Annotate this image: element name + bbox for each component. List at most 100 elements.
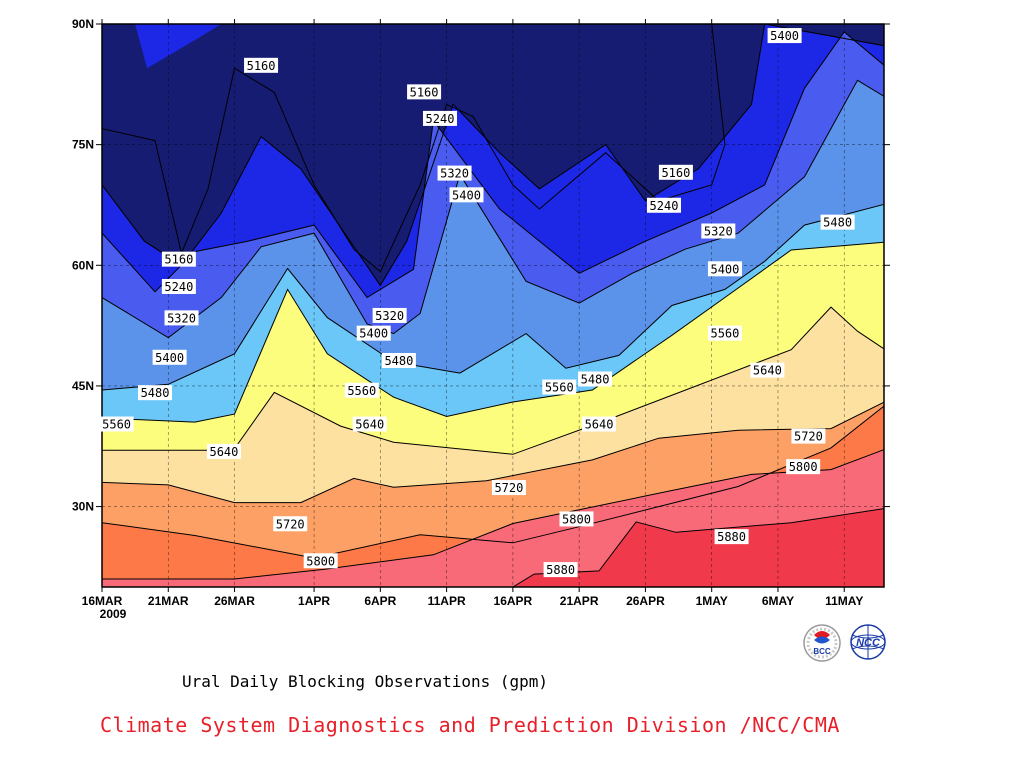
contour-label-5560: 5560 (99, 416, 134, 432)
contour-label-5480: 5480 (820, 214, 855, 230)
contour-label-text: 5320 (167, 311, 196, 325)
contour-label-5480: 5480 (578, 371, 613, 387)
contour-label-bg (356, 325, 391, 341)
contour-label-bg (422, 110, 457, 126)
contour-label-bg (99, 416, 134, 432)
contour-label-5240: 5240 (161, 279, 196, 295)
y-tick-label-90N: 90N (72, 17, 94, 31)
contour-label-5720: 5720 (273, 516, 308, 532)
contour-label-text: 5480 (581, 372, 610, 386)
contour-label-5560: 5560 (344, 382, 379, 398)
contour-label-bg (161, 279, 196, 295)
contour-label-text: 5560 (710, 327, 739, 341)
contour-labels: 5160 5160 5160 5160 5240 5240 5240 5320 5320 5320… (99, 28, 855, 578)
contour-label-text: 5720 (494, 481, 523, 495)
contour-label-text: 5400 (452, 188, 481, 202)
contour-label-text: 5240 (650, 199, 679, 213)
contour-label-bg (791, 428, 826, 444)
y-tick-label-30N: 30N (72, 500, 94, 514)
contour-label-bg (206, 443, 241, 459)
contour-label-text: 5400 (770, 29, 799, 43)
contour-line-5720 (102, 405, 884, 559)
ncc-logo: NCC (850, 624, 886, 660)
band-above-5880 (512, 508, 884, 587)
contour-label-5560: 5560 (542, 379, 577, 395)
contour-label-bg (437, 165, 472, 181)
contour-chart: 16MAR 21MAR 26MAR 1APR 6APR 11APR 16APR 21APR 26… (72, 17, 890, 621)
x-tick-label-3: 1APR (298, 594, 330, 608)
contour-label-text: 5800 (789, 460, 818, 474)
contour-label-5320: 5320 (372, 307, 407, 323)
contour-label-5800: 5800 (559, 511, 594, 527)
contour-label-text: 5720 (276, 517, 305, 531)
contour-label-text: 5640 (209, 445, 238, 459)
axis-ticks: 16MAR 21MAR 26MAR 1APR 6APR 11APR 16APR 21APR 26… (72, 17, 890, 621)
x-tick-label-4: 6APR (364, 594, 396, 608)
contour-label-5400: 5400 (356, 325, 391, 341)
plot-frame (101, 23, 885, 588)
contour-label-bg (344, 382, 379, 398)
contour-label-bg (161, 251, 196, 267)
contour-label-text: 5800 (306, 554, 335, 568)
contour-label-5560: 5560 (707, 325, 742, 341)
contour-label-5720: 5720 (791, 428, 826, 444)
contour-label-bg (714, 529, 749, 545)
contour-label-text: 5720 (794, 430, 823, 444)
contour-label-5800: 5800 (786, 459, 821, 475)
contour-label-5640: 5640 (352, 416, 387, 432)
contour-label-bg (303, 553, 338, 569)
contour-label-bg (138, 385, 173, 401)
contour-label-5640: 5640 (206, 443, 241, 459)
contour-label-text: 5560 (545, 381, 574, 395)
contour-label-bg (542, 379, 577, 395)
contour-label-bg (707, 261, 742, 277)
contour-label-text: 5880 (717, 530, 746, 544)
bcc-logo: BCC (803, 624, 841, 662)
contour-label-5320: 5320 (701, 223, 736, 239)
contour-label-bg (372, 307, 407, 323)
contour-label-5160: 5160 (407, 84, 442, 100)
contour-line-5640 (102, 401, 884, 504)
contour-line-5160 (102, 24, 884, 287)
contour-label-bg (750, 362, 785, 378)
contour-label-bg (152, 349, 187, 365)
contour-label-text: 5400 (155, 351, 184, 365)
x-tick-label-6: 16APR (494, 594, 533, 608)
contour-label-5480: 5480 (381, 352, 416, 368)
contour-label-text: 5640 (355, 418, 384, 432)
x-tick-label-0: 16MAR (82, 594, 123, 608)
contour-label-text: 5560 (102, 418, 131, 432)
contour-label-5880: 5880 (543, 562, 578, 578)
contour-label-5320: 5320 (164, 310, 199, 326)
contour-label-text: 5640 (585, 418, 614, 432)
contour-label-bg (449, 187, 484, 203)
contour-label-5160: 5160 (658, 164, 693, 180)
contour-label-bg (273, 516, 308, 532)
contour-label-text: 5400 (359, 327, 388, 341)
contour-label-bg (578, 371, 613, 387)
contour-label-5640: 5640 (750, 362, 785, 378)
x-extra-label: 2009 (100, 607, 127, 621)
x-tick-label-10: 6MAY (762, 594, 794, 608)
contour-line-5880 (512, 508, 884, 587)
contour-label-text: 5320 (704, 225, 733, 239)
x-tick-label-7: 21APR (560, 594, 599, 608)
bcc-logo-text: BCC (813, 647, 831, 656)
contour-label-text: 5160 (410, 85, 439, 99)
contour-label-text: 5400 (710, 262, 739, 276)
ncc-logo-text: NCC (856, 637, 881, 649)
contour-label-text: 5880 (546, 563, 575, 577)
contour-label-bg (767, 28, 802, 44)
contour-label-5400: 5400 (707, 261, 742, 277)
contour-label-bg (491, 480, 526, 496)
y-tick-label-75N: 75N (72, 138, 94, 152)
contour-label-5320: 5320 (437, 165, 472, 181)
x-tick-label-2: 26MAR (214, 594, 255, 608)
contour-label-bg (707, 325, 742, 341)
contour-line-5400 (102, 203, 884, 391)
contour-label-text: 5800 (562, 512, 591, 526)
contour-label-bg (407, 84, 442, 100)
contour-label-text: 5480 (823, 216, 852, 230)
contour-label-text: 5480 (384, 354, 413, 368)
contour-label-bg (582, 416, 617, 432)
